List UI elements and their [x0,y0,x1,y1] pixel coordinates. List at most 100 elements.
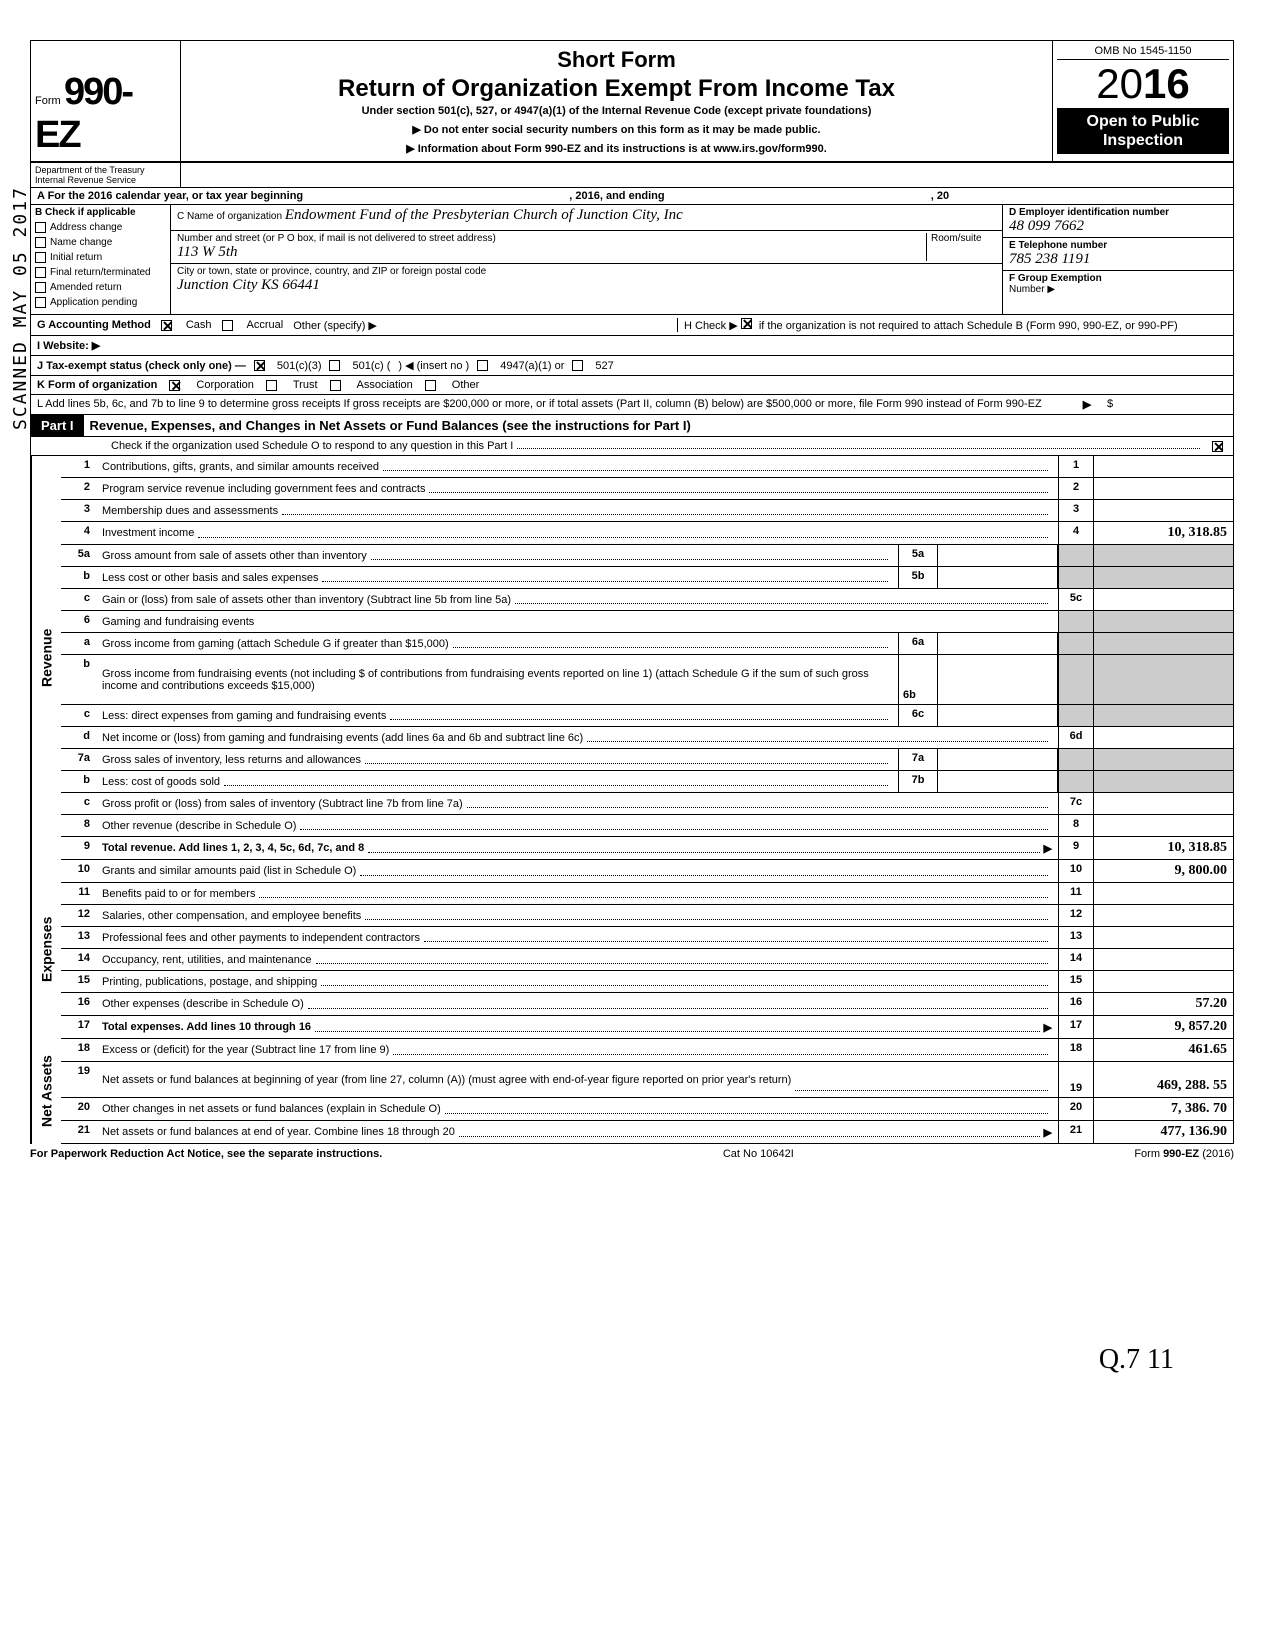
line-11-desc: Benefits paid to or for members [102,888,255,900]
line-4-box: 4 [1058,522,1093,544]
check-trust[interactable] [266,380,277,391]
line-8-num: 8 [61,815,96,836]
501c3-label: 501(c)(3) [277,360,322,372]
line-9-num: 9 [61,837,96,859]
line-5a-ibox: 5a [898,545,938,566]
check-final-return[interactable]: Final return/terminated [35,267,166,278]
line-20: 20Other changes in net assets or fund ba… [61,1098,1234,1121]
line-7b-obox [1058,771,1093,792]
schedule-o-check-row: Check if the organization used Schedule … [30,437,1234,456]
line-6a-ibox: 6a [898,633,938,654]
check-accrual[interactable] [222,320,233,331]
dept-treasury: Department of the Treasury Internal Reve… [31,163,181,187]
line-5c: cGain or (loss) from sale of assets othe… [61,589,1234,611]
net-assets-section: Net Assets 18Excess or (deficit) for the… [30,1039,1234,1144]
line-12-box: 12 [1058,905,1093,926]
form-990-label: 990-EZ [35,71,132,156]
line-20-num: 20 [61,1098,96,1120]
row-l-dollar: $ [1107,398,1227,411]
check-name-change[interactable]: Name change [35,237,166,248]
street-value: 113 W 5th [177,244,238,260]
line-3-val [1093,500,1233,521]
line-1-desc: Contributions, gifts, grants, and simila… [102,461,379,473]
header-right: OMB No 1545-1150 2016 Open to Public Ins… [1053,41,1233,161]
year-prefix: 20 [1096,60,1143,107]
line-6d-num: d [61,727,96,748]
line-5b-oval [1093,567,1233,588]
footer-right: Form 990-EZ (2016) [1134,1148,1234,1160]
line-6c-ival [938,705,1058,726]
line-14: 14 Occupancy, rent, utilities, and mainte… [61,949,1234,971]
expenses-sidebar: Expenses [31,860,61,1039]
check-initial-return[interactable]: Initial return [35,252,166,263]
org-info-grid: B Check if applicable Address change Nam… [30,205,1234,315]
line-6c-num: c [61,705,96,726]
line-13-desc: Professional fees and other payments to … [102,932,420,944]
line-2-desc: Program service revenue including govern… [102,483,425,495]
check-schedule-b[interactable] [741,318,752,329]
revenue-section: Revenue 1Contributions, gifts, grants, a… [30,456,1234,860]
line-5a-desc: Gross amount from sale of assets other t… [102,550,367,562]
line-6b-ibox: 6b [898,655,938,704]
row-k: K Form of organization Corporation Trust… [30,376,1234,395]
dept-spacer [181,163,1233,187]
check-corporation[interactable] [169,380,180,391]
section-def: D Employer identification number 48 099 … [1003,205,1233,314]
line-14-desc: Occupancy, rent, utilities, and maintena… [102,954,312,966]
line-5b-ibox: 5b [898,567,938,588]
line-8-box: 8 [1058,815,1093,836]
line-18: 18 Excess or (deficit) for the year (Subt… [61,1039,1234,1062]
line-17: 17Total expenses. Add lines 10 through 1… [61,1016,1234,1039]
line-20-box: 20 [1058,1098,1093,1120]
line-7b-oval [1093,771,1233,792]
line-6a-desc: Gross income from gaming (attach Schedul… [102,638,449,650]
line-10-box: 10 [1058,860,1093,882]
h-text: if the organization is not required to a… [759,320,1178,332]
section-a: A For the 2016 calendar year, or tax yea… [30,188,1234,205]
other-org-label: Other [452,379,480,391]
name-label: C Name of organization [177,211,282,222]
line-11-val [1093,883,1233,904]
line-6c-desc: Less: direct expenses from gaming and fu… [102,710,386,722]
line-6-desc: Gaming and fundraising events [102,616,254,628]
line-6c: c Less: direct expenses from gaming and f… [61,705,1234,727]
check-cash[interactable] [161,320,172,331]
check-amended-return[interactable]: Amended return [35,282,166,293]
line-12-val [1093,905,1233,926]
trust-label: Trust [293,379,318,391]
subtitle: Under section 501(c), 527, or 4947(a)(1)… [191,105,1042,117]
line-6c-oval [1093,705,1233,726]
check-other-org[interactable] [425,380,436,391]
check-schedule-o[interactable] [1212,441,1223,452]
line-2: 2Program service revenue including gover… [61,478,1234,500]
check-501c3[interactable] [254,360,265,371]
check-501c[interactable] [329,360,340,371]
line-6: 6Gaming and fundraising events [61,611,1234,633]
check-4947[interactable] [477,360,488,371]
amended-return-label: Amended return [50,282,122,293]
line-21-val: 477, 136.90 [1093,1121,1233,1143]
check-address-change[interactable]: Address change [35,222,166,233]
check-527[interactable] [572,360,583,371]
line-21: 21Net assets or fund balances at end of … [61,1121,1234,1144]
line-17-val: 9, 857.20 [1093,1016,1233,1038]
phone-value: 785 238 1191 [1009,251,1090,267]
row-i: I Website: ▶ [30,336,1234,356]
line-7c: cGross profit or (loss) from sales of in… [61,793,1234,815]
line-14-box: 14 [1058,949,1093,970]
scanned-stamp: SCANNED MAY 05 2017 [10,186,31,430]
check-application-pending[interactable]: Application pending [35,297,166,308]
line-8-desc: Other revenue (describe in Schedule O) [102,820,296,832]
line-12-desc: Salaries, other compensation, and employ… [102,910,361,922]
line-18-box: 18 [1058,1039,1093,1061]
line-9-box: 9 [1058,837,1093,859]
corporation-label: Corporation [196,379,253,391]
line-18-desc: Excess or (deficit) for the year (Subtra… [102,1044,389,1056]
schedule-o-label: Check if the organization used Schedule … [111,440,513,452]
line-7b-ival [938,771,1058,792]
check-association[interactable] [330,380,341,391]
line-7a-ival [938,749,1058,770]
line-4: 4Investment income410, 318.85 [61,522,1234,545]
line-14-val [1093,949,1233,970]
line-8-val [1093,815,1233,836]
